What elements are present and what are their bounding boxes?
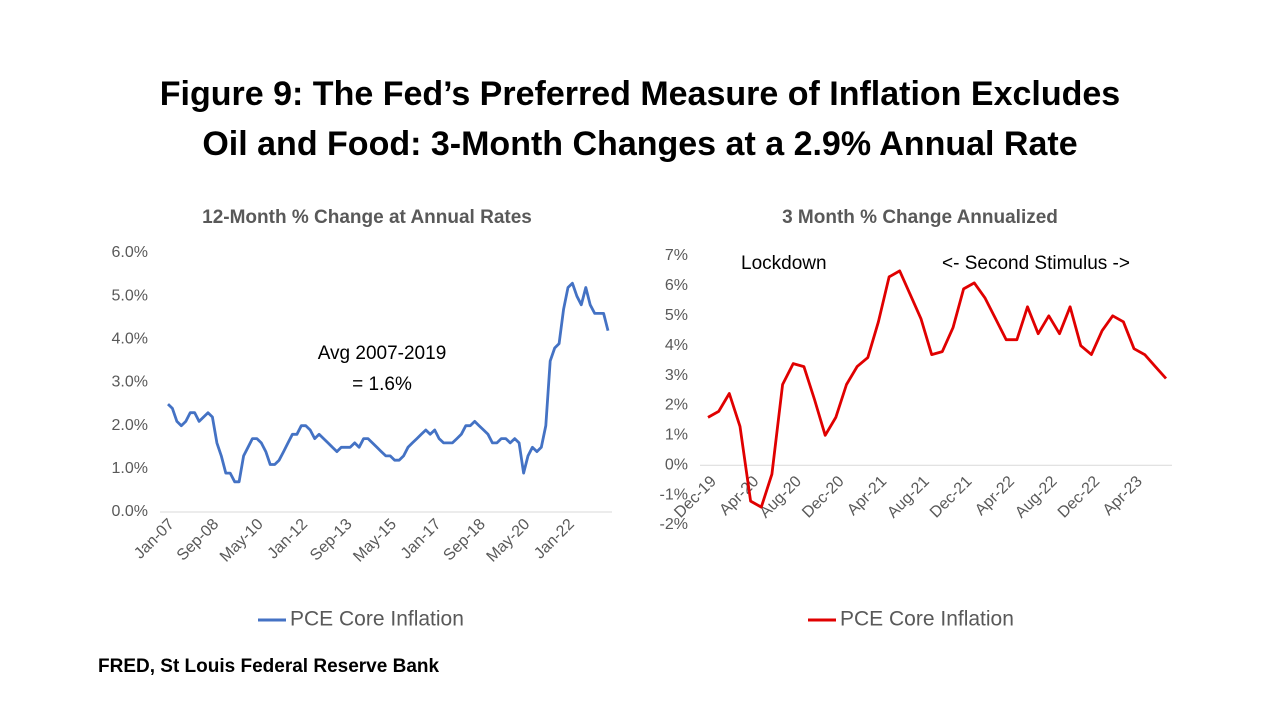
x-tick-label: Jan-12: [265, 516, 312, 563]
y-tick-label: -1%: [660, 486, 688, 503]
y-tick-label: -2%: [660, 516, 688, 533]
x-tick-label: Apr-22: [972, 473, 1018, 519]
y-tick-label: 6.0%: [112, 244, 148, 261]
x-tick-label: Jan-22: [531, 516, 578, 563]
y-tick-label: 1.0%: [112, 460, 148, 477]
x-tick-label: Dec-21: [927, 473, 976, 522]
x-tick-label: Aug-22: [1012, 473, 1061, 522]
y-tick-label: 7%: [665, 247, 688, 264]
x-tick-label: Dec-20: [799, 473, 848, 522]
y-tick-label: 4.0%: [112, 331, 148, 348]
legend-label: PCE Core Inflation: [290, 608, 464, 631]
x-tick-label: Jan-17: [398, 516, 445, 563]
annotation: = 1.6%: [352, 374, 412, 395]
annotation: Lockdown: [741, 253, 827, 274]
y-tick-label: 3%: [665, 367, 688, 384]
chart-title: 12-Month % Change at Annual Rates: [202, 207, 532, 228]
x-tick-label: Apr-21: [844, 473, 890, 519]
x-tick-label: Apr-20: [716, 473, 762, 519]
slide-title: Figure 9: The Fed’s Preferred Measure of…: [160, 75, 1120, 113]
y-tick-label: 6%: [665, 277, 688, 294]
y-tick-label: 0.0%: [112, 503, 148, 520]
x-tick-label: Dec-22: [1055, 473, 1104, 522]
data-line: [167, 281, 610, 484]
x-tick-label: Jan-07: [131, 516, 178, 563]
annotation: <- Second Stimulus ->: [942, 253, 1130, 274]
x-tick-label: Apr-23: [1100, 473, 1146, 519]
x-tick-label: Sep-18: [440, 516, 489, 565]
x-tick-label: Sep-08: [174, 516, 223, 565]
x-tick-label: May-10: [217, 516, 267, 566]
x-tick-label: Sep-13: [307, 516, 356, 565]
x-tick-label: May-15: [350, 516, 400, 566]
y-tick-label: 5.0%: [112, 287, 148, 304]
y-tick-label: 2.0%: [112, 417, 148, 434]
y-tick-label: 0%: [665, 456, 688, 473]
y-tick-label: 5%: [665, 307, 688, 324]
legend-label: PCE Core Inflation: [840, 608, 1014, 631]
annotation: Avg 2007-2019: [318, 343, 447, 364]
y-tick-label: 1%: [665, 427, 688, 444]
chart-title: 3 Month % Change Annualized: [782, 207, 1058, 228]
y-tick-label: 3.0%: [112, 374, 148, 391]
x-tick-label: May-20: [484, 516, 534, 566]
y-tick-label: 2%: [665, 397, 688, 414]
data-line: [707, 269, 1168, 509]
y-tick-label: 4%: [665, 337, 688, 354]
slide-title: Oil and Food: 3-Month Changes at a 2.9% …: [202, 125, 1077, 163]
x-tick-label: Aug-21: [884, 473, 933, 522]
source: FRED, St Louis Federal Reserve Bank: [98, 656, 439, 677]
